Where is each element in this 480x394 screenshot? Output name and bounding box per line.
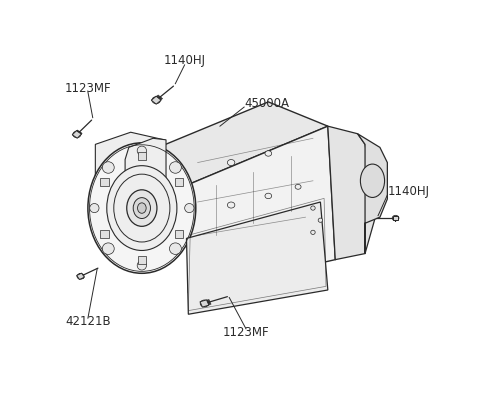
Ellipse shape: [107, 165, 177, 251]
Polygon shape: [129, 102, 328, 185]
Polygon shape: [186, 126, 335, 293]
Ellipse shape: [169, 243, 181, 255]
Ellipse shape: [137, 261, 146, 270]
Polygon shape: [328, 126, 376, 260]
Polygon shape: [72, 131, 82, 138]
Text: 1123MF: 1123MF: [65, 82, 111, 95]
Polygon shape: [96, 132, 164, 188]
Polygon shape: [100, 230, 108, 238]
Ellipse shape: [228, 160, 235, 165]
Ellipse shape: [185, 204, 194, 213]
Text: 42121B: 42121B: [65, 315, 111, 328]
Polygon shape: [175, 178, 183, 186]
Polygon shape: [77, 273, 84, 279]
Polygon shape: [175, 230, 183, 238]
Ellipse shape: [169, 162, 181, 173]
Ellipse shape: [133, 198, 150, 219]
Polygon shape: [358, 134, 387, 254]
Polygon shape: [186, 202, 328, 314]
Polygon shape: [151, 96, 161, 104]
Ellipse shape: [228, 202, 235, 208]
Ellipse shape: [102, 243, 114, 255]
Text: 1140HJ: 1140HJ: [164, 54, 205, 67]
Polygon shape: [125, 138, 166, 199]
Ellipse shape: [311, 230, 315, 234]
Polygon shape: [200, 300, 209, 307]
Ellipse shape: [127, 190, 157, 226]
Text: 1140HJ: 1140HJ: [387, 185, 429, 198]
Polygon shape: [138, 256, 146, 264]
Text: 1123MF: 1123MF: [223, 326, 269, 339]
Ellipse shape: [138, 203, 146, 213]
Polygon shape: [138, 152, 146, 160]
Text: 45000A: 45000A: [244, 97, 289, 110]
Ellipse shape: [88, 143, 196, 273]
Ellipse shape: [90, 204, 99, 213]
Ellipse shape: [295, 184, 301, 189]
Ellipse shape: [102, 162, 114, 173]
Ellipse shape: [318, 218, 323, 222]
Polygon shape: [393, 216, 398, 220]
Polygon shape: [100, 178, 108, 186]
Ellipse shape: [137, 146, 146, 155]
Ellipse shape: [265, 151, 272, 156]
Ellipse shape: [311, 206, 315, 210]
Ellipse shape: [265, 193, 272, 199]
Ellipse shape: [360, 164, 384, 197]
